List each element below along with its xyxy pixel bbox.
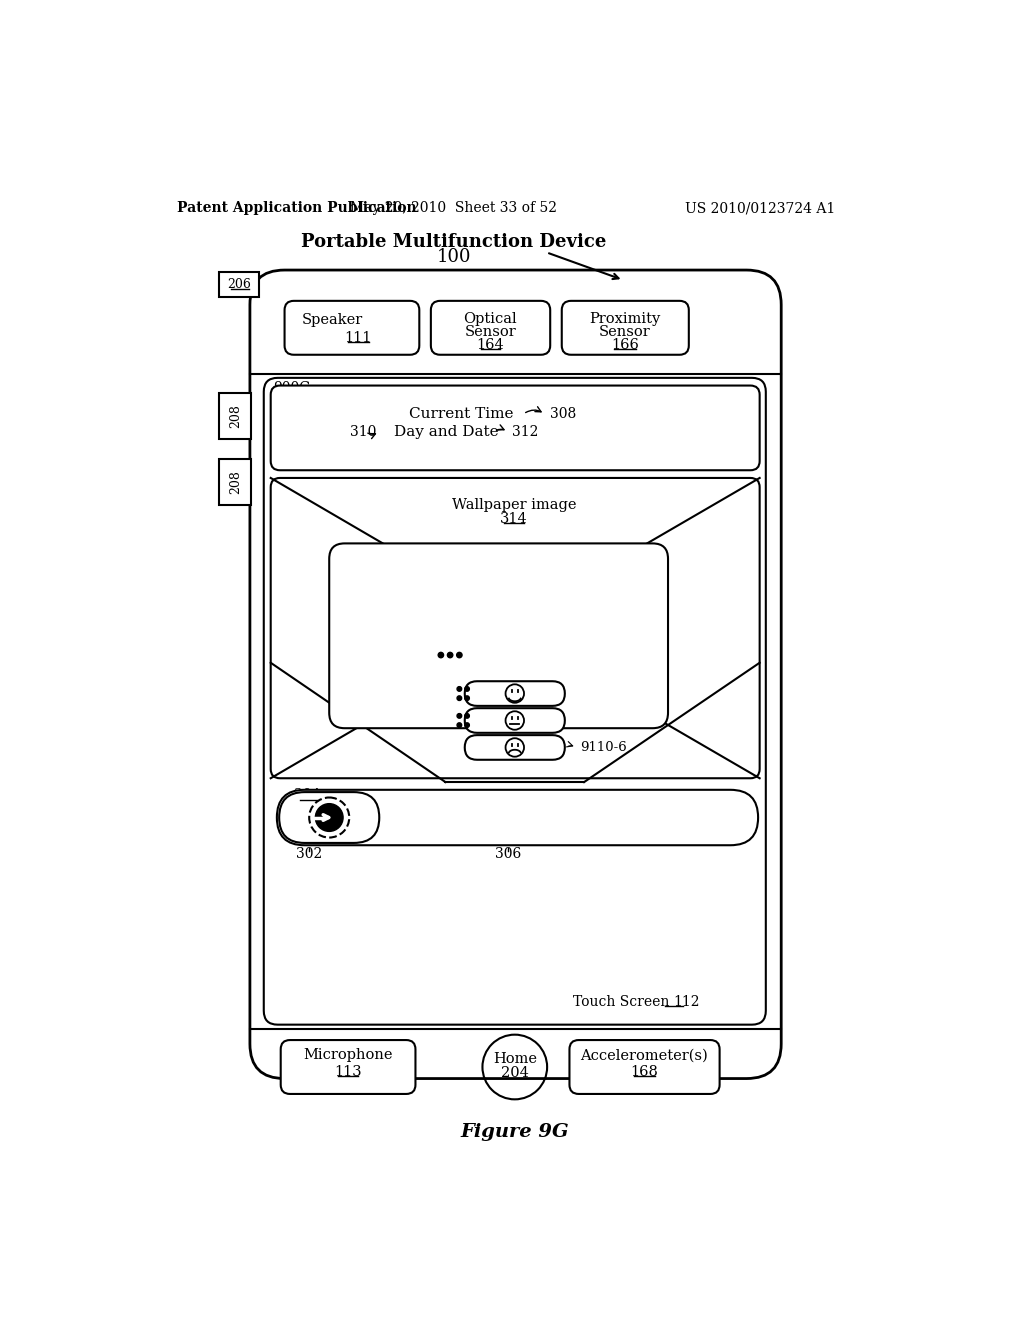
Circle shape [457,696,462,701]
Text: 113: 113 [334,1065,361,1078]
Text: May 20, 2010  Sheet 33 of 52: May 20, 2010 Sheet 33 of 52 [350,202,557,215]
Text: 168: 168 [630,1065,658,1078]
Text: Proximity: Proximity [589,312,660,326]
Text: Optical: Optical [463,312,517,326]
Text: Day and Date: Day and Date [394,425,499,438]
Text: 9210: 9210 [368,678,402,693]
Text: 9110-5: 9110-5 [581,714,627,727]
Text: together at my new ...: together at my new ... [365,628,536,643]
FancyBboxPatch shape [431,301,550,355]
Text: 2212: 2212 [432,573,468,586]
Circle shape [438,652,443,657]
Text: 111: 111 [344,331,372,345]
Text: 900G: 900G [273,381,310,395]
Bar [219,459,252,506]
Bar [219,272,259,297]
Text: 302: 302 [296,846,323,861]
Text: 2213: 2213 [388,789,424,803]
Text: 312: 312 [512,425,539,438]
Text: Slide to send response: Slide to send response [445,808,710,828]
Circle shape [457,686,462,692]
Text: Current Time: Current Time [410,407,514,421]
Text: 314: 314 [500,512,528,525]
Circle shape [465,686,469,692]
FancyBboxPatch shape [281,1040,416,1094]
FancyBboxPatch shape [562,301,689,355]
Text: Jane Doe: Jane Doe [409,556,492,573]
Text: Touch Screen: Touch Screen [573,994,670,1008]
Circle shape [457,714,462,718]
FancyBboxPatch shape [280,792,379,843]
Circle shape [465,714,469,718]
FancyBboxPatch shape [270,478,760,779]
Text: 204: 204 [501,1067,528,1080]
Text: 310: 310 [350,425,377,438]
Text: 9110-6: 9110-6 [581,741,627,754]
Text: 9110-4: 9110-4 [581,686,627,700]
FancyBboxPatch shape [270,385,760,470]
Text: 306: 306 [495,846,521,861]
Text: Portable Multifunction Device: Portable Multifunction Device [301,232,606,251]
FancyBboxPatch shape [465,735,565,760]
Text: Sensor: Sensor [464,325,516,339]
Circle shape [315,804,343,832]
Circle shape [465,723,469,727]
Text: US 2010/0123724 A1: US 2010/0123724 A1 [685,202,836,215]
FancyBboxPatch shape [250,271,781,1078]
FancyBboxPatch shape [569,1040,720,1094]
Text: Sensor: Sensor [599,325,651,339]
FancyBboxPatch shape [285,301,419,355]
Bar [219,393,252,440]
Text: Figure 9G: Figure 9G [461,1123,569,1142]
Text: 304: 304 [295,788,321,803]
FancyBboxPatch shape [276,789,758,845]
Text: Speaker: Speaker [302,313,362,327]
Text: Wallpaper image: Wallpaper image [452,498,577,512]
Text: 100: 100 [436,248,471,265]
Text: Patent Application Publication: Patent Application Publication [177,202,417,215]
Circle shape [457,723,462,727]
Circle shape [457,652,462,657]
FancyBboxPatch shape [465,708,565,733]
Circle shape [465,696,469,701]
Text: Home: Home [493,1052,537,1067]
Text: 112: 112 [674,994,700,1008]
Text: Accelerometer(s): Accelerometer(s) [581,1048,708,1063]
Text: 208: 208 [228,470,242,494]
Text: 208: 208 [228,404,242,428]
Text: 2210: 2210 [513,557,549,572]
Text: 164: 164 [476,338,504,351]
Text: 308: 308 [550,407,577,421]
Text: Hi, there! Do you want to: Hi, there! Do you want to [351,594,549,609]
Text: Microphone: Microphone [303,1048,392,1063]
FancyBboxPatch shape [264,378,766,1024]
Text: 206: 206 [227,279,251,292]
Text: spend this weekend: spend this weekend [374,612,526,626]
Text: 166: 166 [611,338,639,351]
Circle shape [447,652,453,657]
FancyBboxPatch shape [465,681,565,706]
FancyBboxPatch shape [330,544,668,729]
